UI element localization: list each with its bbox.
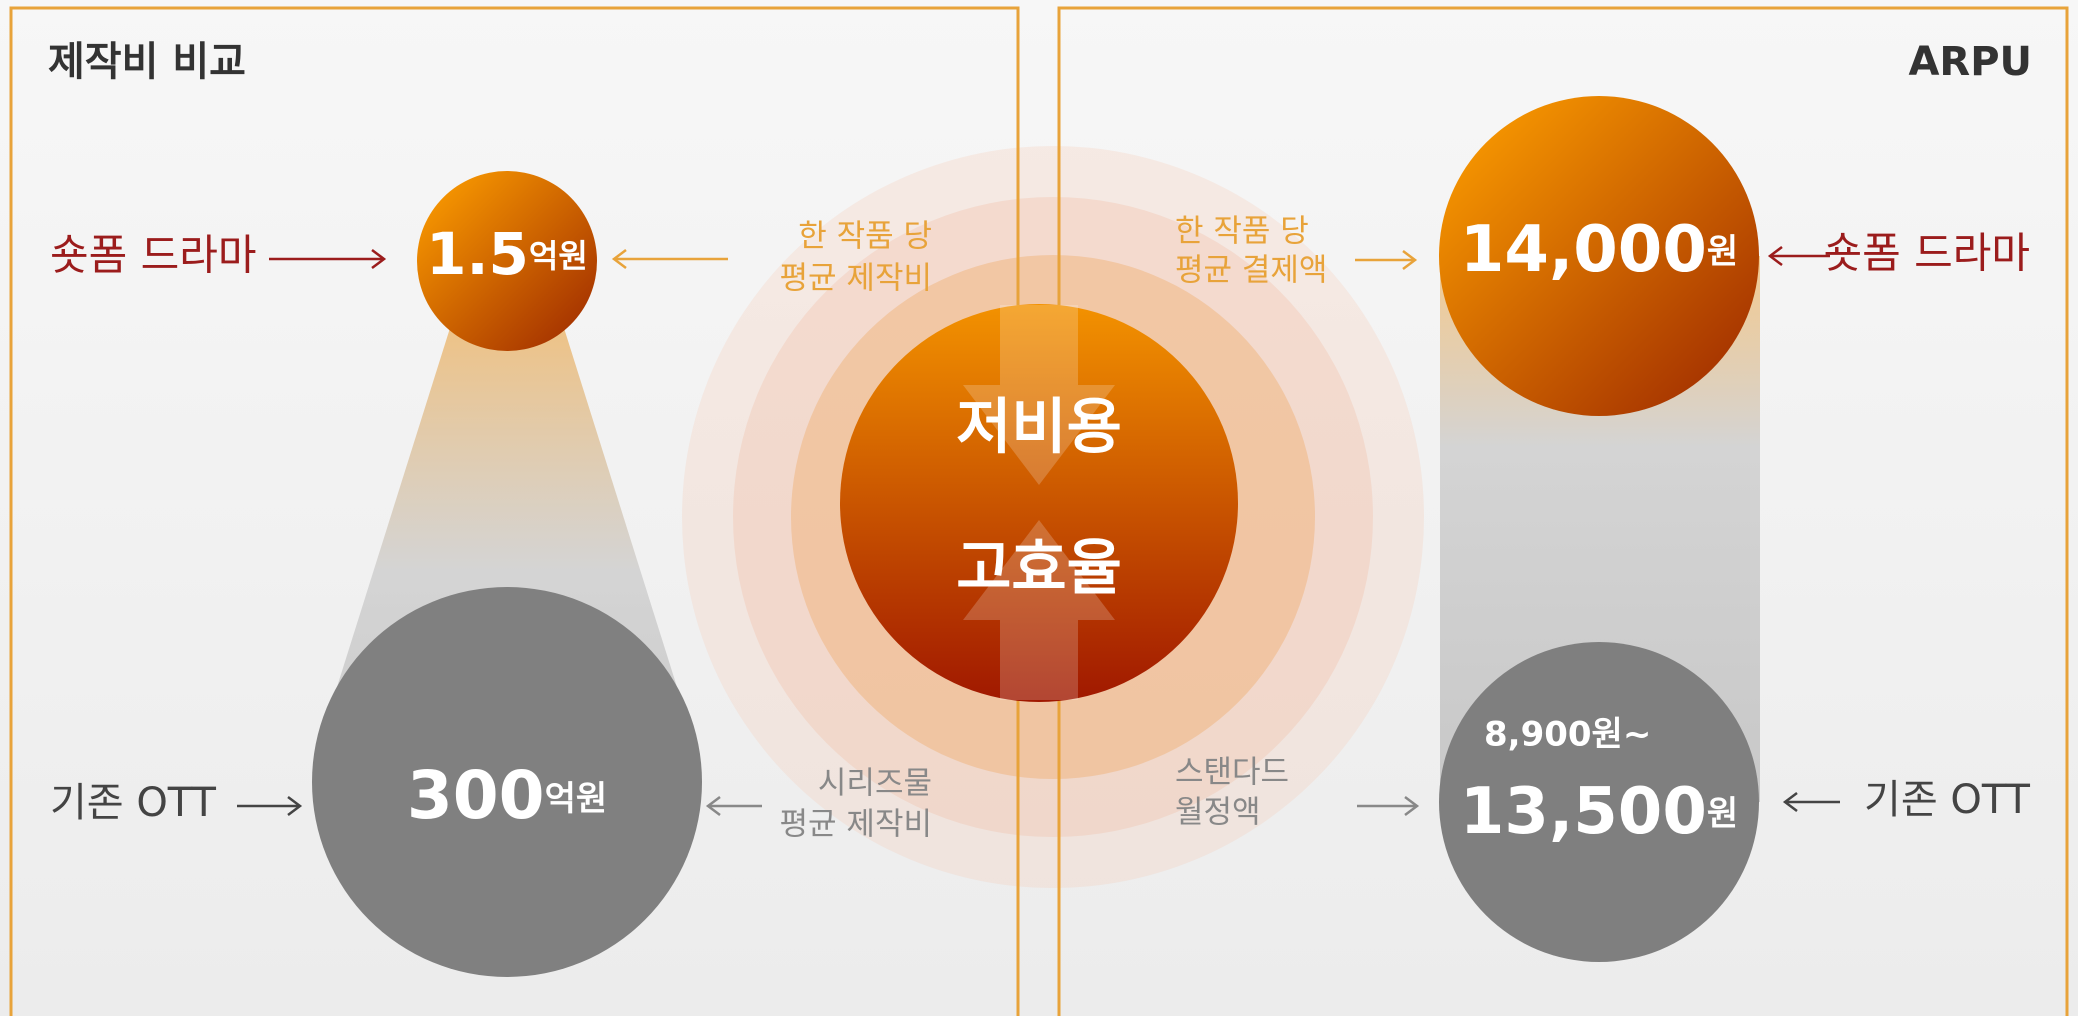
center-text: 고효율	[956, 534, 1122, 604]
caption: 한 작품 당	[798, 219, 932, 255]
value: 14,000원	[1460, 213, 1738, 287]
caption: 스탠다드	[1175, 755, 1289, 791]
label: 숏폼 드라마	[50, 231, 257, 280]
value: 13,500원	[1460, 775, 1738, 849]
low-value: 8,900원~	[1484, 715, 1651, 755]
label: 숏폼 드라마	[1823, 229, 2030, 278]
left-title: 제작비 비교	[48, 39, 246, 85]
caption: 시리즈물	[818, 766, 932, 802]
infographic: 제작비 비교 1.5억원 300억원 숏폼 드라마 한 작품 당 평균 제작비 …	[0, 0, 2078, 1016]
caption: 월정액	[1175, 795, 1261, 831]
label: 기존 OTT	[50, 780, 217, 826]
page: 제작비 비교 1.5억원 300억원 숏폼 드라마 한 작품 당 평균 제작비 …	[0, 0, 2078, 1016]
label: 기존 OTT	[1864, 777, 2031, 823]
caption: 평균 제작비	[780, 261, 932, 297]
caption: 평균 결제액	[1175, 253, 1327, 289]
caption: 평균 제작비	[780, 807, 932, 843]
right-title: ARPU	[1908, 39, 2032, 85]
caption: 한 작품 당	[1175, 214, 1309, 250]
center-text: 저비용	[956, 393, 1122, 463]
